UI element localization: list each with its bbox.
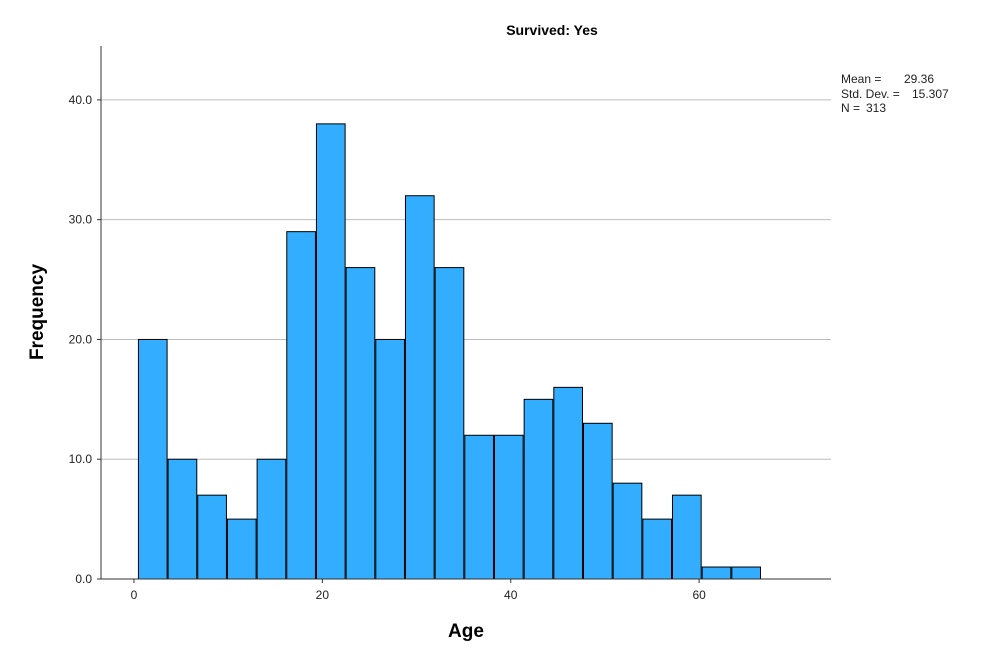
bar-18	[672, 494, 702, 580]
bar-12	[493, 434, 524, 580]
bars	[137, 123, 762, 580]
bar-20	[731, 566, 762, 580]
bar-5	[286, 231, 316, 580]
x-tick-label-3: 60	[692, 588, 706, 602]
bar-7	[345, 267, 376, 580]
x-tick-label-2: 40	[504, 588, 518, 602]
x-tick-labels: 0 20 40 60	[131, 579, 706, 602]
stats-legend: Mean = 29.36 Std. Dev. = 15.307 N = 313	[841, 72, 949, 115]
y-tick-label-2: 20.0	[69, 332, 93, 346]
bar-6	[315, 123, 346, 580]
bar-19	[701, 566, 732, 580]
bar-2	[197, 494, 227, 580]
gridlines	[101, 99, 831, 460]
stat-mean-value: 29.36	[904, 72, 934, 86]
stat-n-label: N =	[841, 101, 860, 115]
chart-title: Survived: Yes	[506, 22, 598, 38]
bar-3	[226, 518, 257, 580]
bar-9	[404, 195, 435, 580]
bar-17	[642, 518, 673, 580]
bar-0	[137, 338, 168, 580]
bar-10	[434, 267, 465, 580]
x-tick-label-1: 20	[316, 588, 330, 602]
y-tick-label-1: 10.0	[69, 452, 93, 466]
stat-n-value: 313	[866, 101, 886, 115]
bar-8	[375, 338, 405, 580]
bar-15	[582, 422, 613, 580]
stat-std-value: 15.307	[912, 87, 949, 101]
bar-14	[553, 386, 583, 580]
x-axis-label: Age	[448, 621, 484, 642]
bar-16	[612, 482, 643, 580]
stat-std-label: Std. Dev. =	[841, 87, 900, 101]
y-tick-label-0: 0.0	[75, 572, 92, 586]
y-tick-label-4: 40.0	[69, 93, 93, 107]
stat-mean-label: Mean =	[841, 72, 881, 86]
x-tick-label-0: 0	[131, 588, 138, 602]
bar-4	[256, 458, 287, 580]
bar-13	[523, 398, 554, 580]
bar-1	[167, 458, 198, 580]
y-axis-label: Frequency	[27, 264, 48, 361]
y-tick-labels: 0.0 10.0 20.0 30.0 40.0	[69, 93, 101, 586]
bar-11	[464, 434, 494, 580]
y-tick-label-3: 30.0	[69, 213, 93, 227]
